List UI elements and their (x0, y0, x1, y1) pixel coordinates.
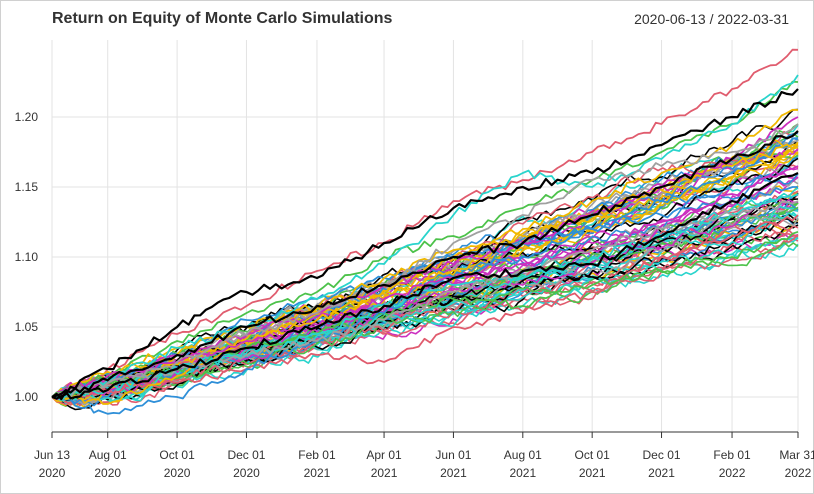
series-line (51, 48, 799, 399)
series-line (51, 130, 799, 399)
series-line (51, 88, 799, 400)
date-range-label: 2020-06-13 / 2022-03-31 (634, 11, 789, 27)
series-line (51, 123, 799, 398)
y-tick-label: 1.10 (15, 250, 39, 264)
x-tick-year-label: 2020 (39, 466, 66, 480)
x-tick-label: Aug 01 (504, 448, 542, 462)
y-tick-label: 1.20 (15, 110, 39, 124)
series-line (51, 74, 799, 400)
x-tick-label: Aug 01 (89, 448, 127, 462)
simulation-line (51, 234, 799, 403)
series-layer (51, 48, 799, 415)
x-tick-label: Jun 01 (435, 448, 471, 462)
x-tick-year-label: 2021 (648, 466, 675, 480)
x-tick-label: Oct 01 (159, 448, 195, 462)
chart-title: Return on Equity of Monte Carlo Simulati… (52, 10, 393, 27)
x-tick-year-label: 2020 (94, 466, 121, 480)
x-tick-year-label: 2021 (371, 466, 398, 480)
x-tick-year-label: 2021 (440, 466, 467, 480)
series-line (51, 108, 799, 405)
x-tick-year-label: 2022 (719, 466, 746, 480)
x-tick-label: Feb 01 (713, 448, 751, 462)
x-tick-label: Feb 01 (298, 448, 336, 462)
axis-layer: 1.00 1.05 1.10 1.15 1.20 Jun 13 2020 Aug 01 2020… (15, 110, 814, 480)
x-tick-label: Jun 13 (34, 448, 70, 462)
series-line (51, 80, 799, 398)
series-line (51, 214, 799, 401)
x-tick-year-label: 2020 (164, 466, 191, 480)
simulation-line (51, 138, 799, 403)
x-tick-year-label: 2021 (304, 466, 331, 480)
x-tick-label: Apr 01 (366, 448, 402, 462)
x-tick-label: Mar 31 (779, 448, 814, 462)
x-tick-label: Oct 01 (574, 448, 610, 462)
y-tick-label: 1.15 (15, 180, 39, 194)
x-tick-year-label: 2020 (233, 466, 260, 480)
x-tick-label: Dec 01 (227, 448, 265, 462)
y-tick-label: 1.00 (15, 390, 39, 404)
x-tick-year-label: 2022 (785, 466, 812, 480)
x-tick-year-label: 2021 (509, 466, 536, 480)
series-line (51, 165, 799, 400)
y-tick-label: 1.05 (15, 320, 39, 334)
x-tick-label: Dec 01 (643, 448, 681, 462)
simulation-line (51, 187, 799, 402)
x-tick-year-label: 2021 (579, 466, 606, 480)
series-line (51, 172, 799, 401)
